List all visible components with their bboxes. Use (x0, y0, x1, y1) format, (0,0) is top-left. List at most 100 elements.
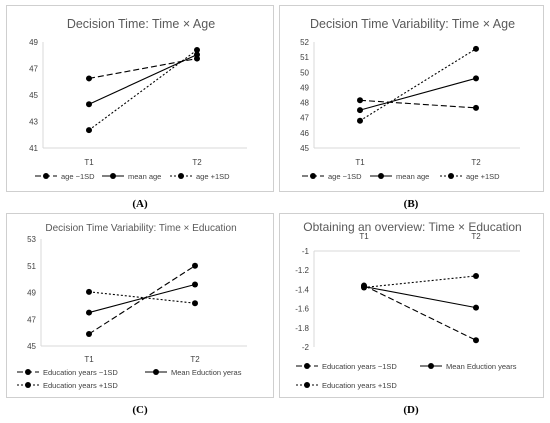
y-tick-label: 48 (300, 99, 309, 108)
y-tick-label: 45 (29, 91, 38, 100)
data-point (473, 337, 479, 344)
chart-panel-b: Decision Time Variability: Time × Age 45 4… (279, 5, 544, 192)
x-tick-label: T2 (192, 158, 202, 167)
data-point (473, 272, 479, 279)
chart-b: Decision Time Variability: Time × Age 45 4… (300, 17, 520, 181)
y-tick-label: 53 (27, 235, 36, 244)
series-line (359, 77, 477, 111)
data-point (473, 104, 479, 111)
y-tick-label: -1.2 (295, 266, 309, 275)
data-point (473, 304, 479, 311)
series-line (88, 291, 196, 304)
y-tick-label: 45 (300, 144, 309, 153)
legend-label: mean age (396, 172, 429, 181)
legend-swatch-marker (25, 369, 31, 375)
data-point (86, 75, 92, 82)
legend-swatch-marker (43, 173, 49, 179)
series-line (88, 49, 198, 131)
data-point (192, 262, 198, 269)
chart-a: Decision Time: Time × Age 41 43 45 47 49 T1 T2 a… (29, 17, 247, 181)
x-tick-label: T2 (190, 355, 200, 364)
x-tick-label: T1 (84, 158, 94, 167)
chart-panel-c: Decision Time Variability: Time × Educat… (6, 213, 274, 398)
series-line (88, 58, 198, 79)
y-tick-label: 49 (300, 83, 309, 92)
data-point (194, 46, 200, 53)
x-tick-label: T1 (355, 158, 365, 167)
y-tick-label: 47 (300, 114, 309, 123)
panel-label-d: (D) (403, 404, 419, 416)
chart-c: Decision Time Variability: Time × Educat… (17, 223, 247, 390)
chart-panel-a: Decision Time: Time × Age 41 43 45 47 49 T1 T2 a… (6, 5, 274, 192)
legend-label: mean age (128, 172, 161, 181)
legend-label: Education years +1SD (322, 381, 397, 390)
data-point (86, 330, 92, 337)
chart-title: Decision Time Variability: Time × Educat… (45, 223, 236, 234)
series-line (363, 285, 477, 341)
legend-label: Education years −1SD (43, 368, 118, 377)
legend-swatch-marker (448, 173, 454, 179)
data-point (192, 281, 198, 288)
y-tick-label: 49 (29, 38, 38, 47)
x-tick-label: T1 (84, 355, 94, 364)
y-tick-label: 43 (29, 118, 38, 127)
legend-label: age +1SD (466, 172, 500, 181)
data-point (86, 288, 92, 295)
data-point (361, 284, 367, 291)
legend-swatch-marker (428, 363, 434, 369)
legend-label: Mean Eduction years (446, 362, 517, 371)
y-tick-label: 47 (29, 65, 38, 74)
y-tick-label: 46 (300, 129, 309, 138)
legend-swatch-marker (310, 173, 316, 179)
legend-label: age +1SD (196, 172, 230, 181)
panel-label-c: (C) (132, 404, 148, 416)
data-point (192, 300, 198, 307)
chart-title: Obtaining an overview: Time × Education (303, 220, 521, 234)
y-tick-label: 41 (29, 144, 38, 153)
data-point (357, 107, 363, 114)
chart-title: Decision Time: Time × Age (67, 17, 215, 31)
panel-label-b: (B) (403, 198, 419, 210)
legend-swatch-marker (304, 363, 310, 369)
y-tick-label: -1.8 (295, 324, 309, 333)
x-tick-label: T2 (471, 158, 481, 167)
x-tick-label: T2 (471, 232, 481, 241)
data-point (473, 45, 479, 52)
data-point (357, 97, 363, 104)
data-point (194, 51, 200, 58)
legend-label: age −1SD (61, 172, 95, 181)
y-tick-label: 51 (300, 53, 309, 62)
legend-label: Mean Eduction yeras (171, 368, 242, 377)
legend-swatch-marker (25, 382, 31, 388)
series-line (88, 265, 196, 335)
y-tick-label: -1 (302, 247, 310, 256)
series-line (363, 285, 477, 309)
legend-swatch-marker (153, 369, 159, 375)
panel-label-a: (A) (132, 198, 148, 210)
legend-swatch-marker (178, 173, 184, 179)
legend-label: Education years −1SD (322, 362, 397, 371)
y-tick-label: -1.6 (295, 305, 309, 314)
data-point (86, 309, 92, 316)
y-tick-label: -1.4 (295, 285, 309, 294)
series-line (359, 99, 477, 109)
series-line (88, 54, 198, 105)
series-line (359, 48, 477, 122)
chart-title: Decision Time Variability: Time × Age (310, 17, 515, 31)
data-point (357, 117, 363, 124)
series-line (363, 275, 477, 289)
data-point (86, 127, 92, 134)
y-tick-label: 47 (27, 315, 36, 324)
y-tick-label: 52 (300, 38, 309, 47)
chart-d: Obtaining an overview: Time × Education -… (295, 220, 522, 390)
chart-panel-d: Obtaining an overview: Time × Education -… (279, 213, 544, 398)
y-tick-label: 51 (27, 262, 36, 271)
legend-swatch-marker (110, 173, 116, 179)
data-point (86, 101, 92, 108)
y-tick-label: -2 (302, 343, 310, 352)
x-tick-label: T1 (359, 232, 369, 241)
legend-label: Education years +1SD (43, 381, 118, 390)
y-tick-label: 45 (27, 342, 36, 351)
data-point (473, 75, 479, 82)
series-line (88, 283, 196, 314)
